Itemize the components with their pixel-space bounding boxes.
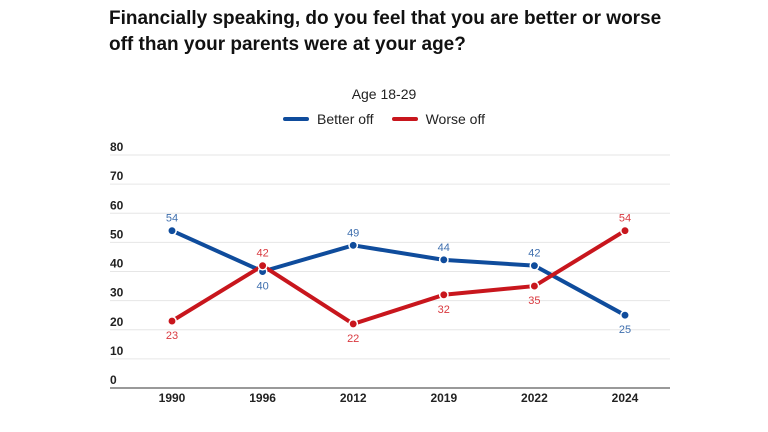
y-tick-80: 80 xyxy=(110,140,124,154)
legend-swatch-worse-off xyxy=(391,117,418,121)
point-better-off-2012 xyxy=(348,240,359,251)
x-tick-2012: 2012 xyxy=(340,391,367,405)
y-tick-40: 40 xyxy=(110,257,124,271)
point-worse-off-2019 xyxy=(438,289,449,300)
series-line-better-off xyxy=(170,228,627,318)
point-worse-off-1990 xyxy=(167,316,177,326)
legend: Better off Worse off xyxy=(0,111,768,127)
y-tick-50: 50 xyxy=(110,227,124,241)
chart-subtitle: Age 18-29 xyxy=(351,86,417,102)
point-worse-off-2012 xyxy=(348,318,359,329)
data-label-better-off-1996: 40 xyxy=(256,281,268,293)
x-tick-2022: 2022 xyxy=(521,391,548,405)
point-worse-off-2024 xyxy=(620,225,630,236)
y-tick-70: 70 xyxy=(110,169,124,183)
legend-swatch-better-off xyxy=(283,117,310,121)
y-tick-60: 60 xyxy=(110,198,124,212)
legend-label-better-off: Better off xyxy=(317,111,374,127)
data-label-worse-off-1990: 23 xyxy=(166,330,178,342)
point-better-off-2024 xyxy=(620,310,630,321)
x-tick-1996: 1996 xyxy=(249,391,276,405)
chart-title: Financially speaking, do you feel that y… xyxy=(109,8,662,55)
legend-item-worse-off: Worse off xyxy=(391,111,485,127)
data-label-better-off-2022: 42 xyxy=(528,248,540,260)
data-label-worse-off-2012: 22 xyxy=(347,333,359,345)
point-better-off-2019 xyxy=(438,254,449,265)
data-label-worse-off-1996: 42 xyxy=(256,248,268,260)
data-label-better-off-1990: 54 xyxy=(166,213,178,225)
point-better-off-2022 xyxy=(529,260,540,271)
y-tick-20: 20 xyxy=(110,315,124,329)
point-better-off-1990 xyxy=(167,225,177,236)
data-label-worse-off-2022: 35 xyxy=(528,295,540,307)
point-worse-off-2022 xyxy=(529,281,540,292)
data-label-better-off-2024: 25 xyxy=(619,324,631,336)
data-label-worse-off-2024: 54 xyxy=(619,213,631,225)
x-tick-2019: 2019 xyxy=(430,391,457,405)
x-tick-1990: 1990 xyxy=(159,391,186,405)
data-label-worse-off-2019: 32 xyxy=(438,304,450,316)
x-tick-2024: 2024 xyxy=(612,391,639,405)
series-line-worse-off xyxy=(170,228,627,326)
y-tick-30: 30 xyxy=(110,286,124,300)
legend-item-better-off: Better off xyxy=(283,111,374,127)
y-tick-0: 0 xyxy=(110,373,117,387)
data-label-better-off-2012: 49 xyxy=(347,227,359,239)
data-label-better-off-2019: 44 xyxy=(438,242,450,254)
point-worse-off-1996 xyxy=(257,260,268,271)
legend-label-worse-off: Worse off xyxy=(425,111,485,127)
y-tick-10: 10 xyxy=(110,344,124,358)
